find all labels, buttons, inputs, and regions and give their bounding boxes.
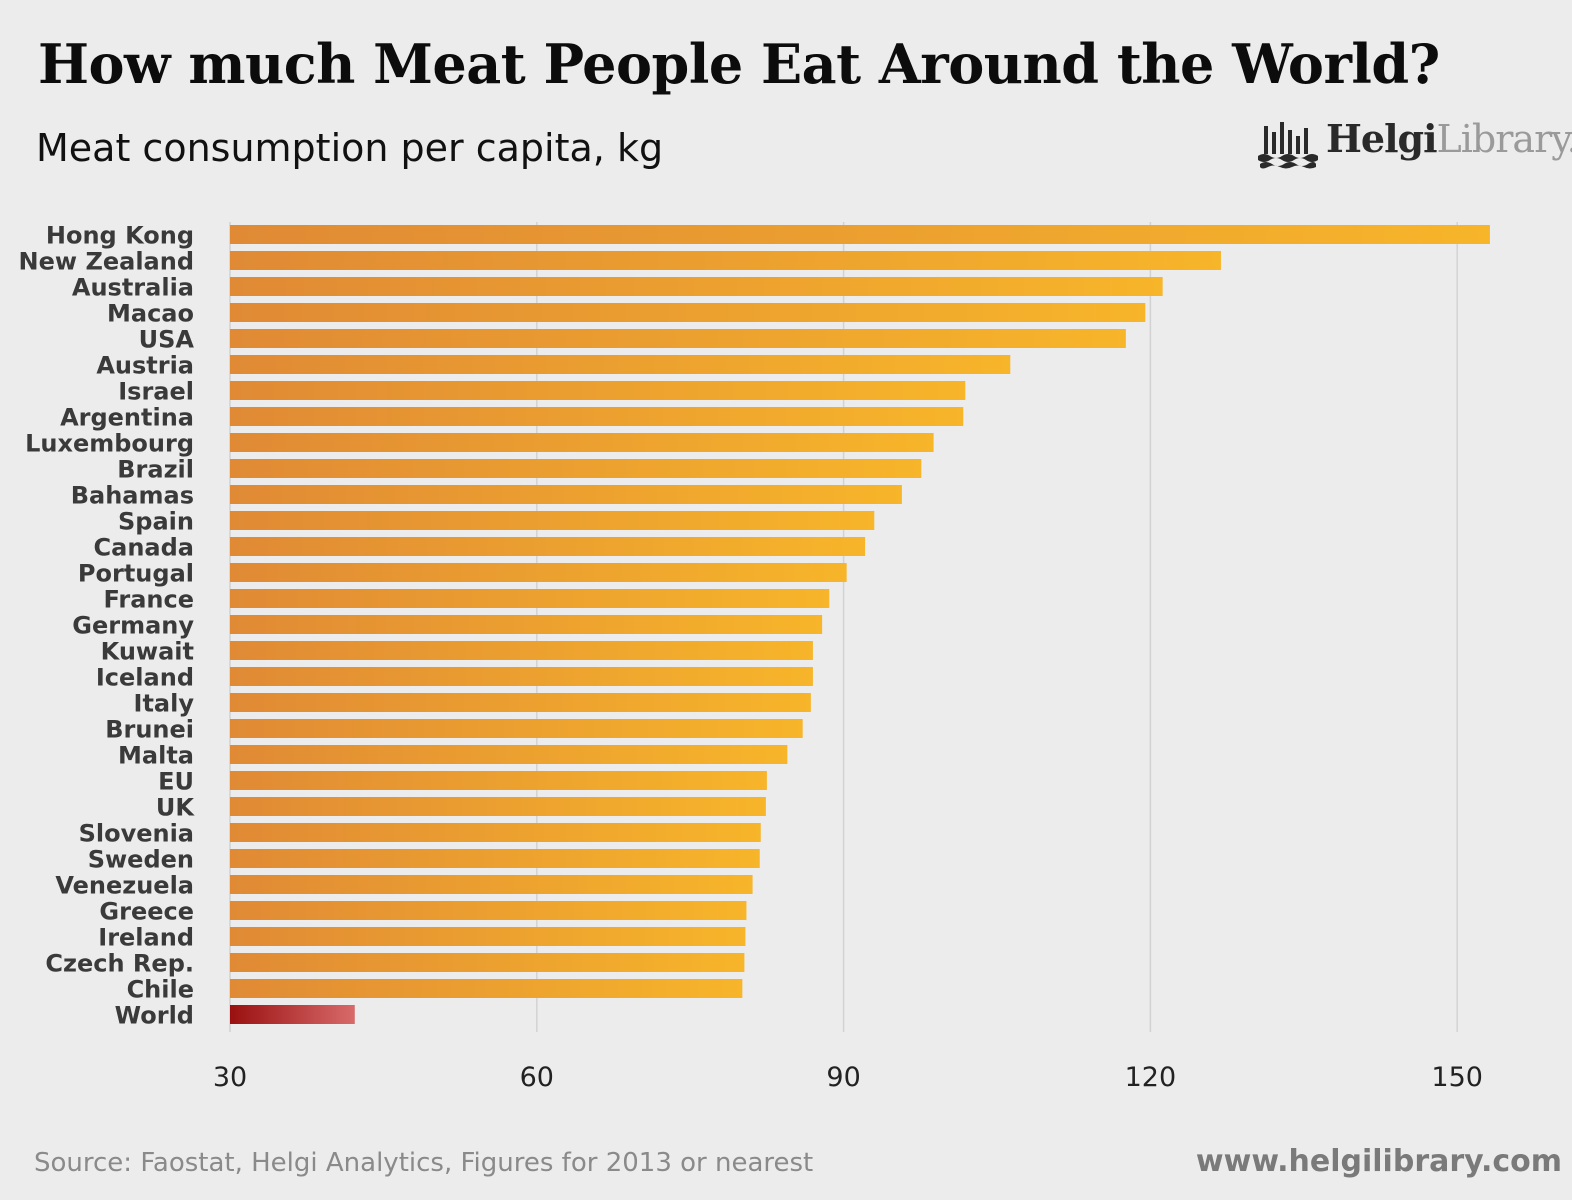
- x-tick-label: 60: [520, 1062, 554, 1093]
- category-label: Canada: [94, 534, 194, 562]
- bar-slovenia: [230, 823, 761, 842]
- category-label: France: [104, 586, 194, 614]
- category-label: Greece: [99, 898, 194, 926]
- bar-macao: [230, 303, 1146, 322]
- bar-israel: [230, 381, 966, 400]
- category-label: Austria: [96, 352, 194, 380]
- bar-brazil: [230, 459, 922, 478]
- bar-hong-kong: [230, 225, 1490, 244]
- category-label: Australia: [72, 274, 194, 302]
- category-label: New Zealand: [19, 248, 194, 276]
- bar-greece: [230, 901, 747, 920]
- logo-light: Library.: [1436, 117, 1572, 161]
- category-label: Kuwait: [101, 638, 194, 666]
- chart-subtitle: Meat consumption per capita, kg: [36, 126, 664, 170]
- bar-usa: [230, 329, 1126, 348]
- category-label: Sweden: [88, 846, 194, 874]
- logo-bold: Helgi: [1326, 116, 1438, 161]
- category-label: Czech Rep.: [45, 950, 194, 978]
- bar-spain: [230, 511, 875, 530]
- x-tick-label: 90: [826, 1062, 860, 1093]
- bar-czech-rep: [230, 953, 745, 972]
- bar-bahamas: [230, 485, 902, 504]
- bar-malta: [230, 745, 788, 764]
- bar-iceland: [230, 667, 813, 686]
- category-label: USA: [139, 326, 195, 354]
- website-link[interactable]: www.helgilibrary.com: [1195, 1144, 1562, 1179]
- category-label: Iceland: [96, 664, 194, 692]
- bar-venezuela: [230, 875, 753, 894]
- helgi-library-logo-icon: [1258, 122, 1318, 169]
- bar-luxembourg: [230, 433, 934, 452]
- x-tick-label: 150: [1431, 1062, 1483, 1093]
- category-label: Malta: [118, 742, 194, 770]
- bar-uk: [230, 797, 766, 816]
- bar-italy: [230, 693, 811, 712]
- source-note: Source: Faostat, Helgi Analytics, Figure…: [34, 1148, 814, 1178]
- category-label: Germany: [72, 612, 194, 640]
- bar-chile: [230, 979, 743, 998]
- category-label: Luxembourg: [25, 430, 194, 458]
- x-axis-tick-labels: 30 60 90 120 150: [213, 1062, 1483, 1093]
- category-label: Chile: [127, 976, 194, 1004]
- bar-portugal: [230, 563, 847, 582]
- bar-argentina: [230, 407, 964, 426]
- chart-title: How much Meat People Eat Around the Worl…: [38, 32, 1440, 96]
- category-label: Brunei: [105, 716, 194, 744]
- bar-ireland: [230, 927, 746, 946]
- category-label: Argentina: [60, 404, 194, 432]
- helgi-library-logo-text: HelgiLibrary.: [1326, 116, 1572, 161]
- category-label: Italy: [134, 690, 195, 718]
- category-label: Spain: [118, 508, 194, 536]
- bar-australia: [230, 277, 1163, 296]
- bars: [230, 225, 1490, 1024]
- x-tick-label: 120: [1125, 1062, 1177, 1093]
- category-label: Israel: [118, 378, 194, 406]
- category-label: Brazil: [117, 456, 194, 484]
- category-label: EU: [158, 768, 194, 796]
- category-label: UK: [156, 794, 195, 822]
- bar-brunei: [230, 719, 803, 738]
- bar-new-zealand: [230, 251, 1221, 270]
- bar-canada: [230, 537, 866, 556]
- category-label: Portugal: [78, 560, 194, 588]
- bar-kuwait: [230, 641, 813, 660]
- bar-germany: [230, 615, 823, 634]
- category-label: World: [115, 1002, 194, 1030]
- bar-sweden: [230, 849, 760, 868]
- category-label: Hong Kong: [46, 222, 194, 250]
- category-label: Venezuela: [55, 872, 194, 900]
- category-label: Slovenia: [79, 820, 194, 848]
- bar-eu: [230, 771, 767, 790]
- bar-france: [230, 589, 830, 608]
- x-tick-label: 30: [213, 1062, 247, 1093]
- bar-world: [230, 1005, 355, 1024]
- category-label: Bahamas: [71, 482, 194, 510]
- bar-austria: [230, 355, 1011, 374]
- category-label: Macao: [107, 300, 194, 328]
- category-label: Ireland: [98, 924, 194, 952]
